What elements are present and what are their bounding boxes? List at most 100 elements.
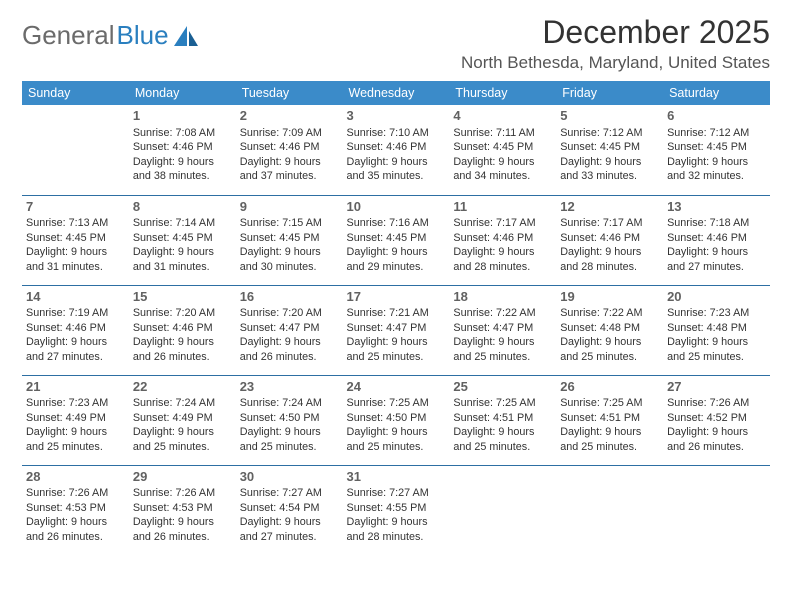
cell-text: Sunrise: 7:12 AM [560,126,659,141]
calendar-cell: 27Sunrise: 7:26 AMSunset: 4:52 PMDayligh… [663,375,770,465]
cell-text: Sunrise: 7:15 AM [240,216,339,231]
day-number: 14 [26,288,125,306]
cell-text: Sunrise: 7:21 AM [347,306,446,321]
cell-text: and 32 minutes. [667,169,766,184]
cell-text: Daylight: 9 hours [240,515,339,530]
calendar-cell: 6Sunrise: 7:12 AMSunset: 4:45 PMDaylight… [663,105,770,195]
cell-text: Sunset: 4:46 PM [133,140,232,155]
calendar-cell: 9Sunrise: 7:15 AMSunset: 4:45 PMDaylight… [236,195,343,285]
logo-text-1: General [22,20,115,51]
day-number: 22 [133,378,232,396]
cell-text: and 31 minutes. [26,260,125,275]
day-number: 25 [453,378,552,396]
cell-text: Daylight: 9 hours [347,335,446,350]
day-number: 5 [560,107,659,125]
cell-text: Daylight: 9 hours [26,425,125,440]
day-number: 30 [240,468,339,486]
cell-text: Sunset: 4:46 PM [26,321,125,336]
cell-text: and 27 minutes. [26,350,125,365]
calendar-cell: 2Sunrise: 7:09 AMSunset: 4:46 PMDaylight… [236,105,343,195]
day-number: 31 [347,468,446,486]
cell-text: Daylight: 9 hours [453,335,552,350]
cell-text: Sunset: 4:46 PM [667,231,766,246]
cell-text: Sunset: 4:51 PM [453,411,552,426]
day-number: 23 [240,378,339,396]
calendar-cell: 13Sunrise: 7:18 AMSunset: 4:46 PMDayligh… [663,195,770,285]
calendar-cell: 17Sunrise: 7:21 AMSunset: 4:47 PMDayligh… [343,285,450,375]
day-number: 19 [560,288,659,306]
calendar-cell: 26Sunrise: 7:25 AMSunset: 4:51 PMDayligh… [556,375,663,465]
cell-text: Sunrise: 7:14 AM [133,216,232,231]
day-number: 9 [240,198,339,216]
cell-text: Daylight: 9 hours [560,245,659,260]
cell-text: Sunset: 4:45 PM [240,231,339,246]
cell-text: and 25 minutes. [347,440,446,455]
calendar-row: 21Sunrise: 7:23 AMSunset: 4:49 PMDayligh… [22,375,770,465]
calendar-cell: 31Sunrise: 7:27 AMSunset: 4:55 PMDayligh… [343,465,450,555]
cell-text: and 28 minutes. [347,530,446,545]
cell-text: Daylight: 9 hours [453,425,552,440]
cell-text: Daylight: 9 hours [560,155,659,170]
cell-text: Sunrise: 7:08 AM [133,126,232,141]
calendar-cell: 8Sunrise: 7:14 AMSunset: 4:45 PMDaylight… [129,195,236,285]
cell-text: and 25 minutes. [347,350,446,365]
weekday-header: Thursday [449,81,556,105]
cell-text: Sunrise: 7:27 AM [347,486,446,501]
cell-text: and 28 minutes. [453,260,552,275]
cell-text: Daylight: 9 hours [133,425,232,440]
cell-text: Sunrise: 7:26 AM [667,396,766,411]
cell-text: Sunrise: 7:17 AM [453,216,552,231]
cell-text: Sunset: 4:45 PM [26,231,125,246]
cell-text: Sunrise: 7:25 AM [453,396,552,411]
cell-text: Daylight: 9 hours [560,335,659,350]
cell-text: Sunrise: 7:26 AM [133,486,232,501]
day-number: 18 [453,288,552,306]
cell-text: Daylight: 9 hours [240,425,339,440]
cell-text: Sunrise: 7:26 AM [26,486,125,501]
cell-text: and 26 minutes. [133,530,232,545]
cell-text: Sunrise: 7:11 AM [453,126,552,141]
cell-text: Sunrise: 7:23 AM [667,306,766,321]
cell-text: Sunset: 4:46 PM [347,140,446,155]
location: North Bethesda, Maryland, United States [461,53,770,73]
cell-text: and 30 minutes. [240,260,339,275]
cell-text: Daylight: 9 hours [667,245,766,260]
day-number: 20 [667,288,766,306]
cell-text: and 34 minutes. [453,169,552,184]
day-number: 10 [347,198,446,216]
cell-text: Sunrise: 7:27 AM [240,486,339,501]
cell-text: Daylight: 9 hours [133,245,232,260]
calendar-cell: 15Sunrise: 7:20 AMSunset: 4:46 PMDayligh… [129,285,236,375]
cell-text: Daylight: 9 hours [133,335,232,350]
cell-text: Daylight: 9 hours [667,335,766,350]
cell-text: Daylight: 9 hours [667,155,766,170]
calendar-cell: 25Sunrise: 7:25 AMSunset: 4:51 PMDayligh… [449,375,556,465]
cell-text: Sunset: 4:47 PM [347,321,446,336]
cell-text: Sunset: 4:55 PM [347,501,446,516]
calendar-cell: 23Sunrise: 7:24 AMSunset: 4:50 PMDayligh… [236,375,343,465]
calendar-cell: 30Sunrise: 7:27 AMSunset: 4:54 PMDayligh… [236,465,343,555]
calendar-cell [22,105,129,195]
calendar-cell: 12Sunrise: 7:17 AMSunset: 4:46 PMDayligh… [556,195,663,285]
cell-text: Daylight: 9 hours [133,155,232,170]
cell-text: Daylight: 9 hours [240,335,339,350]
cell-text: and 37 minutes. [240,169,339,184]
calendar-row: 7Sunrise: 7:13 AMSunset: 4:45 PMDaylight… [22,195,770,285]
cell-text: Daylight: 9 hours [347,515,446,530]
cell-text: Daylight: 9 hours [347,425,446,440]
cell-text: Sunset: 4:50 PM [240,411,339,426]
cell-text: Sunrise: 7:17 AM [560,216,659,231]
cell-text: Sunrise: 7:09 AM [240,126,339,141]
title-block: December 2025 North Bethesda, Maryland, … [461,14,770,73]
cell-text: and 25 minutes. [26,440,125,455]
cell-text: and 25 minutes. [453,440,552,455]
cell-text: Daylight: 9 hours [560,425,659,440]
cell-text: and 25 minutes. [560,350,659,365]
calendar-row: 1Sunrise: 7:08 AMSunset: 4:46 PMDaylight… [22,105,770,195]
day-number: 24 [347,378,446,396]
day-number: 17 [347,288,446,306]
day-number: 28 [26,468,125,486]
cell-text: Sunrise: 7:24 AM [240,396,339,411]
weekday-header: Wednesday [343,81,450,105]
cell-text: Sunset: 4:46 PM [453,231,552,246]
